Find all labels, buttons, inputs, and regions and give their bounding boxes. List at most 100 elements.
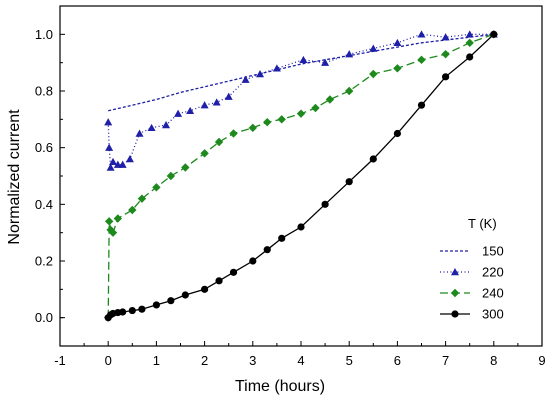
data-point-triangle	[109, 157, 118, 166]
series-layer	[104, 30, 498, 322]
data-point-diamond	[417, 55, 426, 65]
data-point-circle	[345, 178, 353, 186]
x-tick-label: -1	[54, 353, 66, 368]
data-point-triangle	[441, 33, 450, 41]
data-point-triangle	[345, 50, 354, 58]
x-tick-label: 9	[538, 353, 545, 368]
data-point-triangle	[200, 101, 209, 109]
data-point-diamond	[441, 49, 450, 59]
data-point-triangle	[174, 109, 183, 117]
data-point-circle	[442, 73, 450, 81]
data-point-triangle	[147, 123, 156, 132]
data-point-circle	[138, 305, 146, 313]
data-point-circle	[128, 306, 136, 315]
data-point-circle	[393, 129, 401, 138]
y-tick-label: 0.0	[35, 310, 53, 325]
series-line-300	[107, 33, 495, 319]
data-point-diamond	[248, 123, 257, 133]
series-line-240	[107, 33, 495, 318]
data-point-diamond	[104, 217, 114, 226]
data-point-circle	[249, 257, 257, 265]
data-point-triangle	[186, 106, 195, 115]
data-point-diamond	[369, 69, 378, 79]
data-point-diamond	[296, 109, 306, 118]
data-point-triangle	[106, 163, 115, 171]
data-point-circle	[229, 268, 238, 276]
data-point-triangle	[299, 55, 308, 64]
data-point-triangle	[321, 58, 330, 66]
data-point-diamond	[325, 95, 335, 104]
data-point-circle	[490, 30, 498, 38]
data-point-diamond	[181, 163, 190, 172]
y-axis: 0.0 0.2 0.4 0.6 0.8 1.0	[35, 27, 65, 325]
series-line-150	[108, 33, 494, 112]
legend-label-300: 300	[482, 307, 504, 322]
data-point-diamond	[345, 86, 354, 96]
data-point-circle	[297, 223, 305, 231]
x-tick-label: 3	[249, 353, 256, 368]
data-point-triangle	[224, 92, 233, 100]
data-point-circle	[119, 308, 127, 316]
x-tick-label: 0	[105, 353, 112, 368]
data-point-diamond	[113, 214, 123, 223]
x-axis-title: Time (hours)	[235, 378, 325, 395]
legend-label-150: 150	[482, 244, 504, 259]
data-point-circle	[167, 297, 175, 305]
data-point-triangle	[465, 30, 474, 38]
data-point-triangle	[272, 64, 281, 72]
data-point-triangle	[125, 155, 134, 163]
series-300	[104, 30, 498, 322]
legend-title: T (K)	[468, 216, 497, 231]
data-point-triangle	[417, 30, 426, 38]
data-point-diamond	[200, 149, 209, 158]
data-point-circle	[278, 234, 286, 242]
data-point-triangle	[135, 129, 144, 137]
data-point-circle	[321, 200, 329, 208]
data-point-diamond	[311, 103, 320, 113]
data-point-diamond	[263, 117, 272, 127]
x-tick-label: 7	[442, 353, 449, 368]
series-220	[104, 30, 498, 171]
data-point-circle	[369, 155, 377, 163]
legend: T (K) 150 220 240 300	[440, 216, 504, 322]
x-tick-label: 4	[297, 353, 304, 368]
data-point-circle	[417, 101, 426, 109]
y-tick-label: 0.8	[35, 84, 53, 99]
x-tick-label: 6	[394, 353, 401, 368]
data-point-diamond	[214, 137, 224, 147]
data-point-diamond	[229, 129, 238, 138]
data-point-triangle	[162, 121, 171, 129]
x-tick-label: 5	[346, 353, 353, 368]
data-point-circle	[181, 291, 189, 299]
series-150	[108, 33, 494, 112]
data-point-diamond	[108, 228, 118, 237]
y-tick-label: 0.4	[35, 197, 53, 212]
y-tick-label: 0.2	[35, 254, 53, 269]
data-point-diamond	[465, 38, 474, 48]
y-axis-title: Normalized current	[6, 109, 23, 245]
data-point-triangle	[212, 98, 221, 106]
data-point-circle	[152, 301, 160, 309]
data-point-triangle	[104, 118, 113, 126]
data-point-triangle	[241, 75, 250, 83]
data-point-diamond	[152, 183, 161, 192]
data-point-diamond	[137, 194, 147, 203]
data-point-diamond	[128, 205, 137, 215]
data-point-triangle	[105, 143, 114, 151]
y-tick-label: 0.6	[35, 140, 53, 155]
data-point-diamond	[166, 171, 176, 181]
data-point-diamond	[450, 288, 460, 298]
data-point-circle	[466, 53, 474, 61]
data-point-triangle	[369, 44, 378, 52]
data-point-triangle	[451, 268, 459, 276]
y-tick-label: 1.0	[35, 27, 53, 42]
data-point-triangle	[393, 38, 402, 47]
x-tick-label: 8	[490, 353, 497, 368]
legend-label-240: 240	[482, 286, 504, 301]
data-point-circle	[215, 277, 223, 285]
data-point-diamond	[393, 64, 402, 73]
legend-label-220: 220	[482, 265, 504, 280]
data-point-circle	[451, 310, 459, 318]
data-point-triangle	[256, 70, 265, 78]
